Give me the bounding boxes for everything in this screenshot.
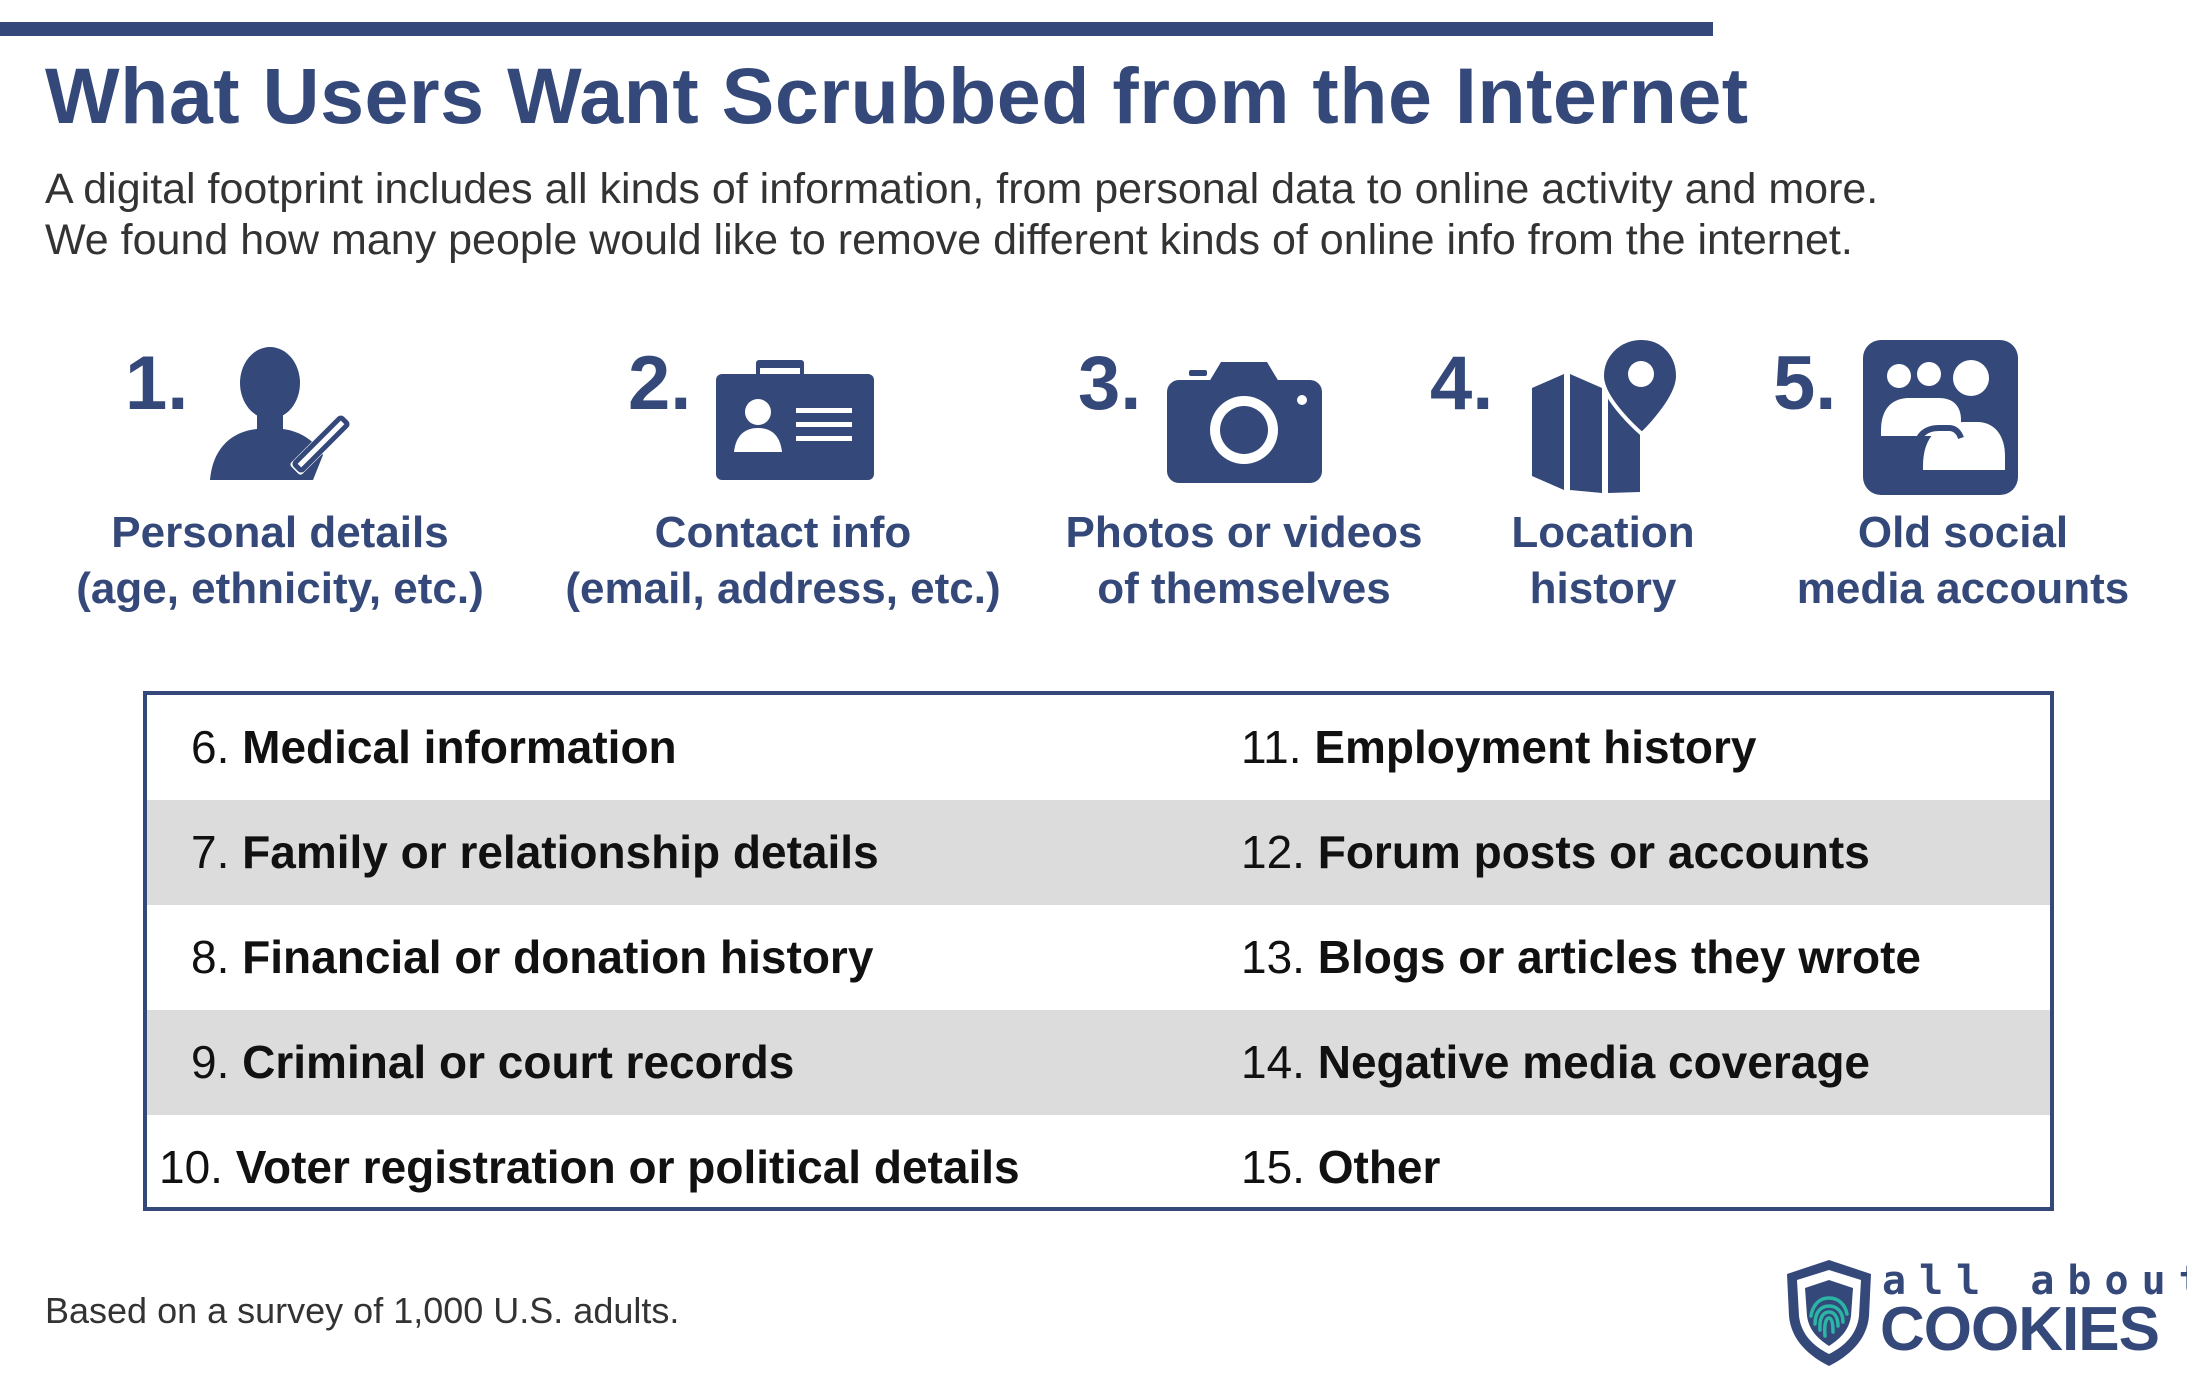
logo-tagline: all about xyxy=(1882,1258,2187,1304)
page-title: What Users Want Scrubbed from the Intern… xyxy=(45,51,1749,140)
contact-card-icon xyxy=(716,360,874,480)
item-number: 5. xyxy=(1773,341,1837,426)
map-pin-icon xyxy=(1532,338,1680,493)
subtitle-line: A digital footprint includes all kinds o… xyxy=(45,165,1879,213)
social-group-icon xyxy=(1863,340,2018,495)
item-number: 2. xyxy=(628,341,692,426)
brand-logo: all about COOKIES xyxy=(1785,1258,2187,1368)
list-row: 7. Family or relationship details 12. Fo… xyxy=(147,800,2050,905)
logo-brand: COOKIES xyxy=(1880,1295,2160,1364)
caption-photos-videos: Photos or videos of themselves xyxy=(1065,508,1423,613)
caption-social-media: Old social media accounts xyxy=(1796,508,2130,613)
list-row: 10. Voter registration or political deta… xyxy=(147,1115,2050,1207)
list-item: 7. Family or relationship details xyxy=(191,826,879,878)
list-item: 14. Negative media coverage xyxy=(1241,1036,1871,1088)
list-row: 8. Financial or donation history 13. Blo… xyxy=(147,905,2050,1010)
ranked-list: 6. Medical information 11. Employment hi… xyxy=(143,691,2054,1211)
top-accent-bar xyxy=(0,22,1713,36)
list-item: 13. Blogs or articles they wrote xyxy=(1241,931,1922,983)
person-pencil-icon xyxy=(210,347,352,480)
item-number: 4. xyxy=(1430,341,1494,426)
item-number: 1. xyxy=(125,341,189,426)
list-item: 8. Financial or donation history xyxy=(191,931,874,983)
caption-contact-info: Contact info (email, address, etc.) xyxy=(565,508,1001,613)
shield-fingerprint-icon xyxy=(1787,1260,1871,1366)
list-row: 9. Criminal or court records 14. Negativ… xyxy=(147,1010,2050,1115)
camera-icon xyxy=(1167,362,1322,483)
list-item: 9. Criminal or court records xyxy=(191,1036,795,1088)
subtitle-line: We found how many people would like to r… xyxy=(45,216,1853,264)
list-item: 10. Voter registration or political deta… xyxy=(159,1141,1020,1193)
caption-location-history: Location history xyxy=(1511,508,1695,613)
footnote: Based on a survey of 1,000 U.S. adults. xyxy=(45,1290,680,1331)
list-row: 6. Medical information 11. Employment hi… xyxy=(147,695,2050,800)
item-number: 3. xyxy=(1078,341,1142,426)
list-item: 15. Other xyxy=(1241,1141,1441,1193)
subtitle: A digital footprint includes all kinds o… xyxy=(45,164,2165,266)
list-item: 12. Forum posts or accounts xyxy=(1241,826,1870,878)
caption-personal-details: Personal details (age, ethnicity, etc.) xyxy=(76,508,484,613)
list-item: 11. Employment history xyxy=(1241,721,1757,773)
list-item: 6. Medical information xyxy=(191,721,677,773)
